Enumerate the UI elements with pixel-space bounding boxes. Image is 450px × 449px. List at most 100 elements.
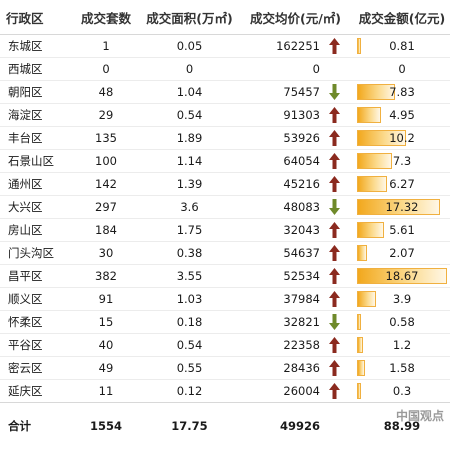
price-value: 0 [313,62,320,76]
amount-value: 1.2 [393,338,411,352]
amount-bar [357,360,365,376]
price-value: 54637 [283,246,320,260]
district-cell: 通州区 [0,173,70,196]
area-cell: 3.55 [142,265,237,288]
arrow-up-icon [329,337,340,353]
units-cell: 48 [70,81,142,104]
amount-cell: 0 [354,58,450,81]
amount-cell: 0.81 [354,35,450,58]
price-value: 28436 [283,361,320,375]
amount-bar [357,38,361,54]
amount-cell: 7.83 [354,81,450,104]
amount-bar [357,176,387,192]
area-cell: 0.55 [142,357,237,380]
header-district: 行政区 [0,0,70,35]
price-cell: 45216 [237,173,354,196]
district-cell: 海淀区 [0,104,70,127]
amount-bar [357,153,392,169]
amount-value: 6.27 [389,177,415,191]
units-cell: 15 [70,311,142,334]
area-cell: 0 [142,58,237,81]
district-cell: 石景山区 [0,150,70,173]
units-cell: 49 [70,357,142,380]
price-cell: 0 [237,58,354,81]
price-cell: 22358 [237,334,354,357]
district-cell: 门头沟区 [0,242,70,265]
price-cell: 53926 [237,127,354,150]
arrow-up-icon [329,107,340,123]
price-value: 53926 [283,131,320,145]
district-cell: 密云区 [0,357,70,380]
amount-bar [357,222,384,238]
total-area: 17.75 [142,403,237,449]
amount-bar [357,314,361,330]
price-cell: 37984 [237,288,354,311]
district-cell: 大兴区 [0,196,70,219]
amount-value: 18.67 [386,269,419,283]
district-cell: 东城区 [0,35,70,58]
price-cell: 26004 [237,380,354,403]
price-cell: 32821 [237,311,354,334]
amount-bar [357,291,376,307]
price-value: 48083 [283,200,320,214]
amount-value: 2.07 [389,246,415,260]
area-cell: 0.54 [142,334,237,357]
amount-value: 7.3 [393,154,411,168]
units-cell: 135 [70,127,142,150]
district-cell: 昌平区 [0,265,70,288]
price-cell: 91303 [237,104,354,127]
amount-bar [357,107,381,123]
arrow-up-icon [329,360,340,376]
units-cell: 297 [70,196,142,219]
area-cell: 1.89 [142,127,237,150]
amount-bar [357,245,367,261]
district-cell: 西城区 [0,58,70,81]
price-value: 91303 [283,108,320,122]
price-cell: 162251 [237,35,354,58]
amount-cell: 3.9 [354,288,450,311]
arrow-up-icon [329,38,340,54]
price-cell: 52534 [237,265,354,288]
units-cell: 0 [70,58,142,81]
total-units: 1554 [70,403,142,449]
arrow-up-icon [329,268,340,284]
arrow-up-icon [329,383,340,399]
price-value: 75457 [283,85,320,99]
amount-value: 4.95 [389,108,415,122]
arrow-up-icon [329,153,340,169]
header-area: 成交面积(万㎡) [142,0,237,35]
units-cell: 184 [70,219,142,242]
units-cell: 30 [70,242,142,265]
area-cell: 1.39 [142,173,237,196]
watermark-text: 中国观点 [396,407,444,424]
amount-cell: 0.3 [354,380,450,403]
amount-value: 17.32 [386,200,419,214]
district-cell: 丰台区 [0,127,70,150]
amount-cell: 2.07 [354,242,450,265]
amount-value: 1.58 [389,361,415,375]
area-cell: 1.14 [142,150,237,173]
area-cell: 0.05 [142,35,237,58]
amount-value: 7.83 [389,85,415,99]
amount-value: 0.3 [393,384,411,398]
price-cell: 75457 [237,81,354,104]
arrow-up-icon [329,291,340,307]
district-cell: 朝阳区 [0,81,70,104]
amount-cell: 0.58 [354,311,450,334]
area-cell: 0.18 [142,311,237,334]
arrow-up-icon [329,245,340,261]
